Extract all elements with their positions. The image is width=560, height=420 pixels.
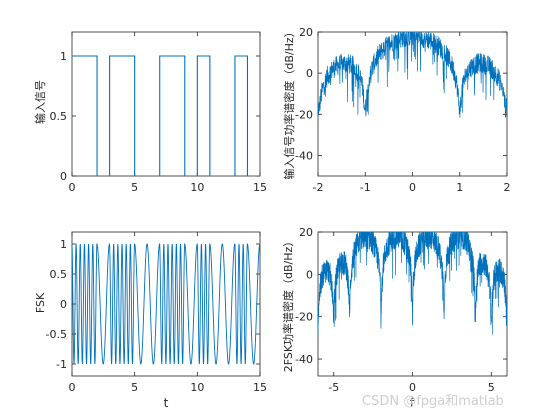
x-axis-label: t — [164, 396, 169, 410]
x-tick-label: 5 — [131, 381, 138, 394]
y-axis-label: 2FSK功率谱密度（dB/Hz） — [281, 236, 295, 373]
x-tick-label: 0 — [69, 181, 76, 194]
plot-area — [71, 31, 261, 177]
x-tick-label: 15 — [253, 381, 267, 394]
x-tick-label: 10 — [190, 181, 204, 194]
y-tick-label: -20 — [295, 311, 313, 324]
subplot-input-psd: 输入信号功率谱密度（dB/Hz） -2 -1 0 1 2 -40 -20 0 20 — [282, 26, 511, 194]
y-tick-label: -0.5 — [46, 328, 67, 341]
y-tick-label: 1 — [60, 238, 67, 251]
x-tick-label: 0 — [409, 181, 416, 194]
x-tick-label: -2 — [313, 181, 324, 194]
series-line-fsk — [72, 243, 260, 365]
x-tick-label: 0 — [69, 381, 76, 394]
subplot-2fsk-psd: 2FSK功率谱密度（dB/Hz） f -5 0 5 -40 -20 0 20 — [281, 226, 508, 410]
x-tick-label: -5 — [328, 381, 339, 394]
x-tick-label: -1 — [360, 181, 371, 194]
y-tick-label: 0 — [60, 298, 67, 311]
x-tick-label: 1 — [456, 181, 463, 194]
y-axis-label: 输入信号功率谱密度（dB/Hz） — [282, 26, 296, 179]
y-tick-label: 0.5 — [50, 268, 68, 281]
series-line-2fsk-psd — [318, 232, 507, 335]
x-tick-label: 0 — [409, 381, 416, 394]
x-tick-label: 2 — [504, 181, 511, 194]
subplot-input-signal: 输入信号 0 5 10 15 0 0.5 1 — [33, 31, 267, 194]
watermark: CSDN @fpga和matlab — [362, 394, 504, 409]
y-tick-label: -20 — [295, 108, 313, 121]
y-axis-label: FSK — [34, 292, 47, 313]
plot-area — [317, 31, 508, 177]
y-tick-label: 20 — [299, 226, 313, 239]
x-axis-label: f — [410, 396, 415, 410]
x-tick-label: 5 — [131, 181, 138, 194]
y-axis-label: 输入信号 — [33, 80, 47, 124]
y-tick-label: 0 — [60, 170, 67, 183]
y-tick-label: 0 — [306, 268, 313, 281]
subplot-fsk-waveform: FSK t 0 5 10 15 -1 -0.5 0 0.5 1 — [34, 231, 267, 410]
y-tick-label: -40 — [295, 149, 313, 162]
y-tick-label: 0.5 — [50, 110, 68, 123]
y-tick-label: -40 — [295, 353, 313, 366]
series-line-input-psd — [318, 32, 507, 118]
y-tick-label: 0 — [306, 67, 313, 80]
x-tick-label: 10 — [190, 381, 204, 394]
x-tick-label: 15 — [253, 181, 267, 194]
series-line-input-signal — [72, 55, 260, 176]
y-tick-label: -1 — [56, 358, 67, 371]
y-tick-label: 20 — [299, 26, 313, 39]
x-tick-label: 5 — [488, 381, 495, 394]
y-tick-label: 1 — [60, 50, 67, 63]
